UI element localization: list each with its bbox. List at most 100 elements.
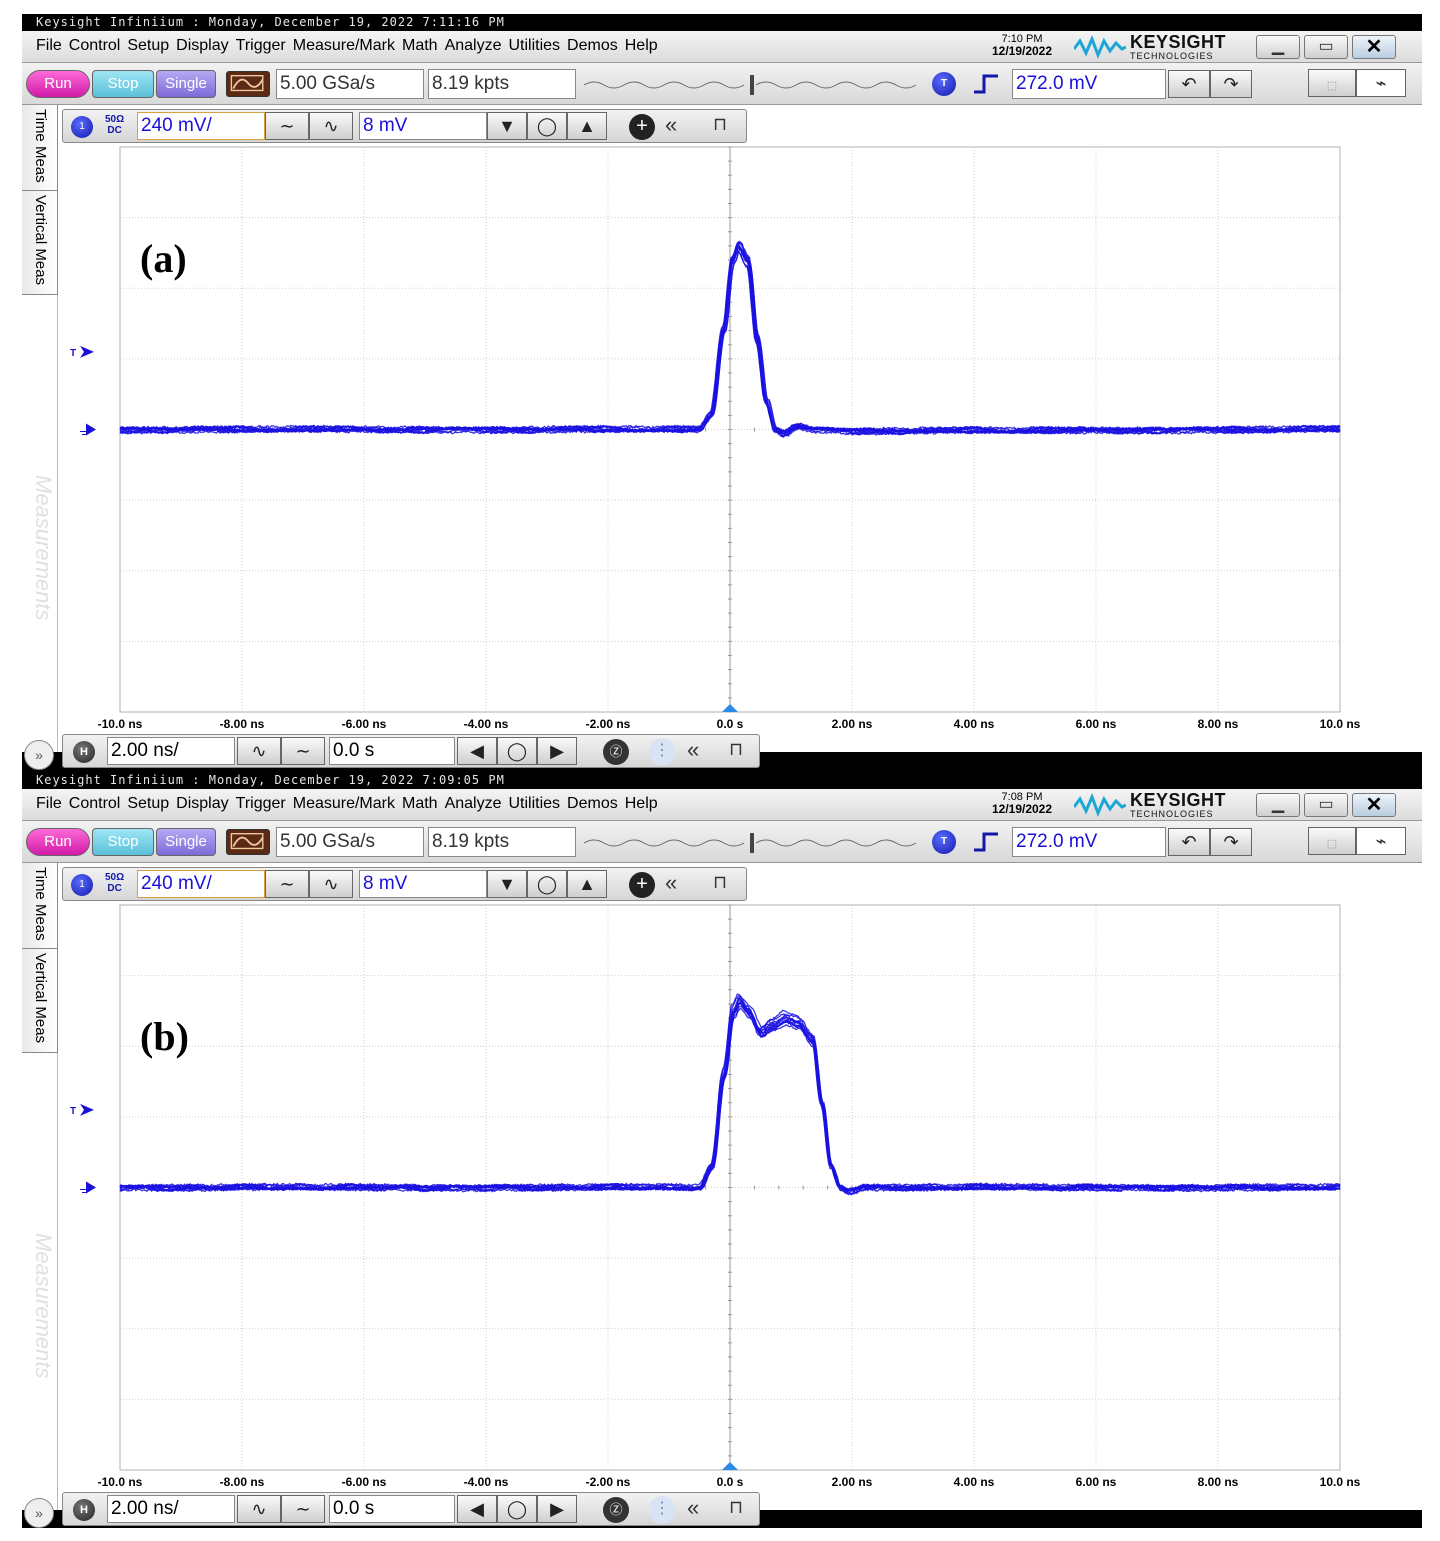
- channel-input-settings[interactable]: 50Ω DC: [105, 114, 124, 136]
- horizontal-scale-coarse-button[interactable]: ∿: [237, 737, 281, 765]
- undo-button[interactable]: ↶: [1168, 70, 1210, 98]
- menu-item-file[interactable]: File: [36, 795, 62, 812]
- position-left-button[interactable]: ◀: [457, 1495, 497, 1523]
- sample-rate-field[interactable]: 5.00 GSa/s: [276, 69, 424, 99]
- channel-ground-marker[interactable]: [86, 1181, 96, 1194]
- autoscale-button[interactable]: [226, 829, 270, 855]
- memory-depth-field[interactable]: 8.19 kpts: [428, 69, 576, 99]
- maximize-button[interactable]: ▭: [1304, 793, 1348, 817]
- menu-item-demos[interactable]: Demos: [567, 795, 618, 812]
- menu-item-control[interactable]: Control: [68, 795, 121, 812]
- close-button[interactable]: ✕: [1352, 35, 1396, 59]
- vertical-offset-field[interactable]: 8 mV: [359, 870, 487, 898]
- menu-item-display[interactable]: Display: [176, 795, 229, 812]
- position-zero-button[interactable]: ◯: [497, 737, 537, 765]
- channel-ground-marker[interactable]: [86, 423, 96, 436]
- channel-number-badge[interactable]: 1: [71, 874, 93, 896]
- autoscale-button[interactable]: [226, 71, 270, 97]
- tab-vertical-meas[interactable]: Vertical Meas: [22, 949, 58, 1053]
- undo-button[interactable]: ↶: [1168, 828, 1210, 856]
- rising-edge-icon[interactable]: [972, 832, 1000, 852]
- menu-item-measure-mark[interactable]: Measure/Mark: [292, 37, 395, 54]
- collapse-horizontal-button[interactable]: «: [687, 737, 699, 763]
- horizontal-badge[interactable]: H: [73, 741, 95, 763]
- channel-input-settings[interactable]: 50Ω DC: [105, 872, 124, 894]
- menu-item-utilities[interactable]: Utilities: [508, 37, 561, 54]
- horizontal-scale-field[interactable]: 2.00 ns/: [107, 1495, 235, 1523]
- vertical-scale-fine-button[interactable]: ∿: [309, 870, 353, 898]
- touch-mode-button[interactable]: ⌁: [1356, 827, 1406, 855]
- horizontal-position-field[interactable]: 0.0 s: [329, 737, 455, 765]
- offset-down-button[interactable]: ▼: [487, 112, 527, 140]
- tab-vertical-meas[interactable]: Vertical Meas: [22, 191, 58, 295]
- menu-item-trigger[interactable]: Trigger: [235, 37, 286, 54]
- add-channel-button[interactable]: +: [629, 872, 655, 898]
- position-left-button[interactable]: ◀: [457, 737, 497, 765]
- horizontal-badge[interactable]: H: [73, 1499, 95, 1521]
- memory-depth-field[interactable]: 8.19 kpts: [428, 827, 576, 857]
- trigger-position-marker[interactable]: [722, 1462, 738, 1470]
- zoom-button[interactable]: Ⓩ: [603, 739, 629, 765]
- menu-item-setup[interactable]: Setup: [127, 37, 170, 54]
- menu-item-help[interactable]: Help: [624, 795, 658, 812]
- touch-mode-button[interactable]: ⌁: [1356, 69, 1406, 97]
- tab-time-meas[interactable]: Time Meas: [22, 105, 58, 191]
- tab-time-meas[interactable]: Time Meas: [22, 863, 58, 949]
- horizontal-scale-fine-button[interactable]: ∼: [281, 737, 325, 765]
- pin-horizontal-button[interactable]: ⊓: [729, 1497, 743, 1518]
- menu-item-math[interactable]: Math: [401, 795, 438, 812]
- minimize-button[interactable]: ▁: [1256, 793, 1300, 817]
- vertical-scale-fine-button[interactable]: ∿: [309, 112, 353, 140]
- trigger-level-marker[interactable]: [80, 345, 94, 358]
- waveform-plot[interactable]: -10.0 ns -8.00 ns -6.00 ns -4.00 ns -2.00 ns…: [58, 863, 1422, 1510]
- menu-item-analyze[interactable]: Analyze: [444, 795, 502, 812]
- trigger-level-marker[interactable]: [80, 1103, 94, 1116]
- pin-horizontal-button[interactable]: ⊓: [729, 739, 743, 760]
- trigger-badge[interactable]: T: [932, 830, 956, 854]
- position-right-button[interactable]: ▶: [537, 737, 577, 765]
- collapse-channel-button[interactable]: «: [665, 112, 677, 138]
- waveform-chart[interactable]: -10.0 ns -8.00 ns -6.00 ns -4.00 ns -2.00 ns…: [58, 105, 1422, 752]
- pin-channel-button[interactable]: ⊓: [713, 114, 727, 135]
- zoom-box-button[interactable]: ⬚: [1308, 827, 1356, 855]
- gating-button[interactable]: ⋮: [649, 1496, 675, 1524]
- offset-down-button[interactable]: ▼: [487, 870, 527, 898]
- single-button[interactable]: Single: [156, 828, 216, 856]
- menu-item-file[interactable]: File: [36, 37, 62, 54]
- sample-rate-field[interactable]: 5.00 GSa/s: [276, 827, 424, 857]
- offset-zero-button[interactable]: ◯: [527, 870, 567, 898]
- vertical-scale-field[interactable]: 240 mV/: [137, 112, 265, 140]
- waveform-chart[interactable]: -10.0 ns -8.00 ns -6.00 ns -4.00 ns -2.00 ns…: [58, 863, 1422, 1510]
- menu-item-analyze[interactable]: Analyze: [444, 37, 502, 54]
- vertical-scale-coarse-button[interactable]: ∼: [265, 112, 309, 140]
- horizontal-scale-fine-button[interactable]: ∼: [281, 1495, 325, 1523]
- menu-item-help[interactable]: Help: [624, 37, 658, 54]
- minimize-button[interactable]: ▁: [1256, 35, 1300, 59]
- offset-zero-button[interactable]: ◯: [527, 112, 567, 140]
- trigger-badge[interactable]: T: [932, 72, 956, 96]
- zoom-button[interactable]: Ⓩ: [603, 1497, 629, 1523]
- expand-panel-button[interactable]: »: [24, 740, 54, 770]
- close-button[interactable]: ✕: [1352, 793, 1396, 817]
- collapse-horizontal-button[interactable]: «: [687, 1495, 699, 1521]
- zoom-box-button[interactable]: ⬚: [1308, 69, 1356, 97]
- run-button[interactable]: Run: [26, 828, 90, 856]
- vertical-scale-coarse-button[interactable]: ∼: [265, 870, 309, 898]
- menu-item-control[interactable]: Control: [68, 37, 121, 54]
- stop-button[interactable]: Stop: [92, 70, 154, 98]
- trigger-position-marker[interactable]: [722, 704, 738, 712]
- offset-up-button[interactable]: ▲: [567, 870, 607, 898]
- channel-number-badge[interactable]: 1: [71, 116, 93, 138]
- gating-button[interactable]: ⋮: [649, 738, 675, 766]
- expand-panel-button[interactable]: »: [24, 1498, 54, 1528]
- waveform-plot[interactable]: -10.0 ns -8.00 ns -6.00 ns -4.00 ns -2.00 ns…: [58, 105, 1422, 752]
- single-button[interactable]: Single: [156, 70, 216, 98]
- stop-button[interactable]: Stop: [92, 828, 154, 856]
- menu-item-demos[interactable]: Demos: [567, 37, 618, 54]
- redo-button[interactable]: ↷: [1210, 70, 1252, 98]
- menu-item-measure-mark[interactable]: Measure/Mark: [292, 795, 395, 812]
- horizontal-scale-field[interactable]: 2.00 ns/: [107, 737, 235, 765]
- menu-item-utilities[interactable]: Utilities: [508, 795, 561, 812]
- horizontal-position-field[interactable]: 0.0 s: [329, 1495, 455, 1523]
- menu-item-setup[interactable]: Setup: [127, 795, 170, 812]
